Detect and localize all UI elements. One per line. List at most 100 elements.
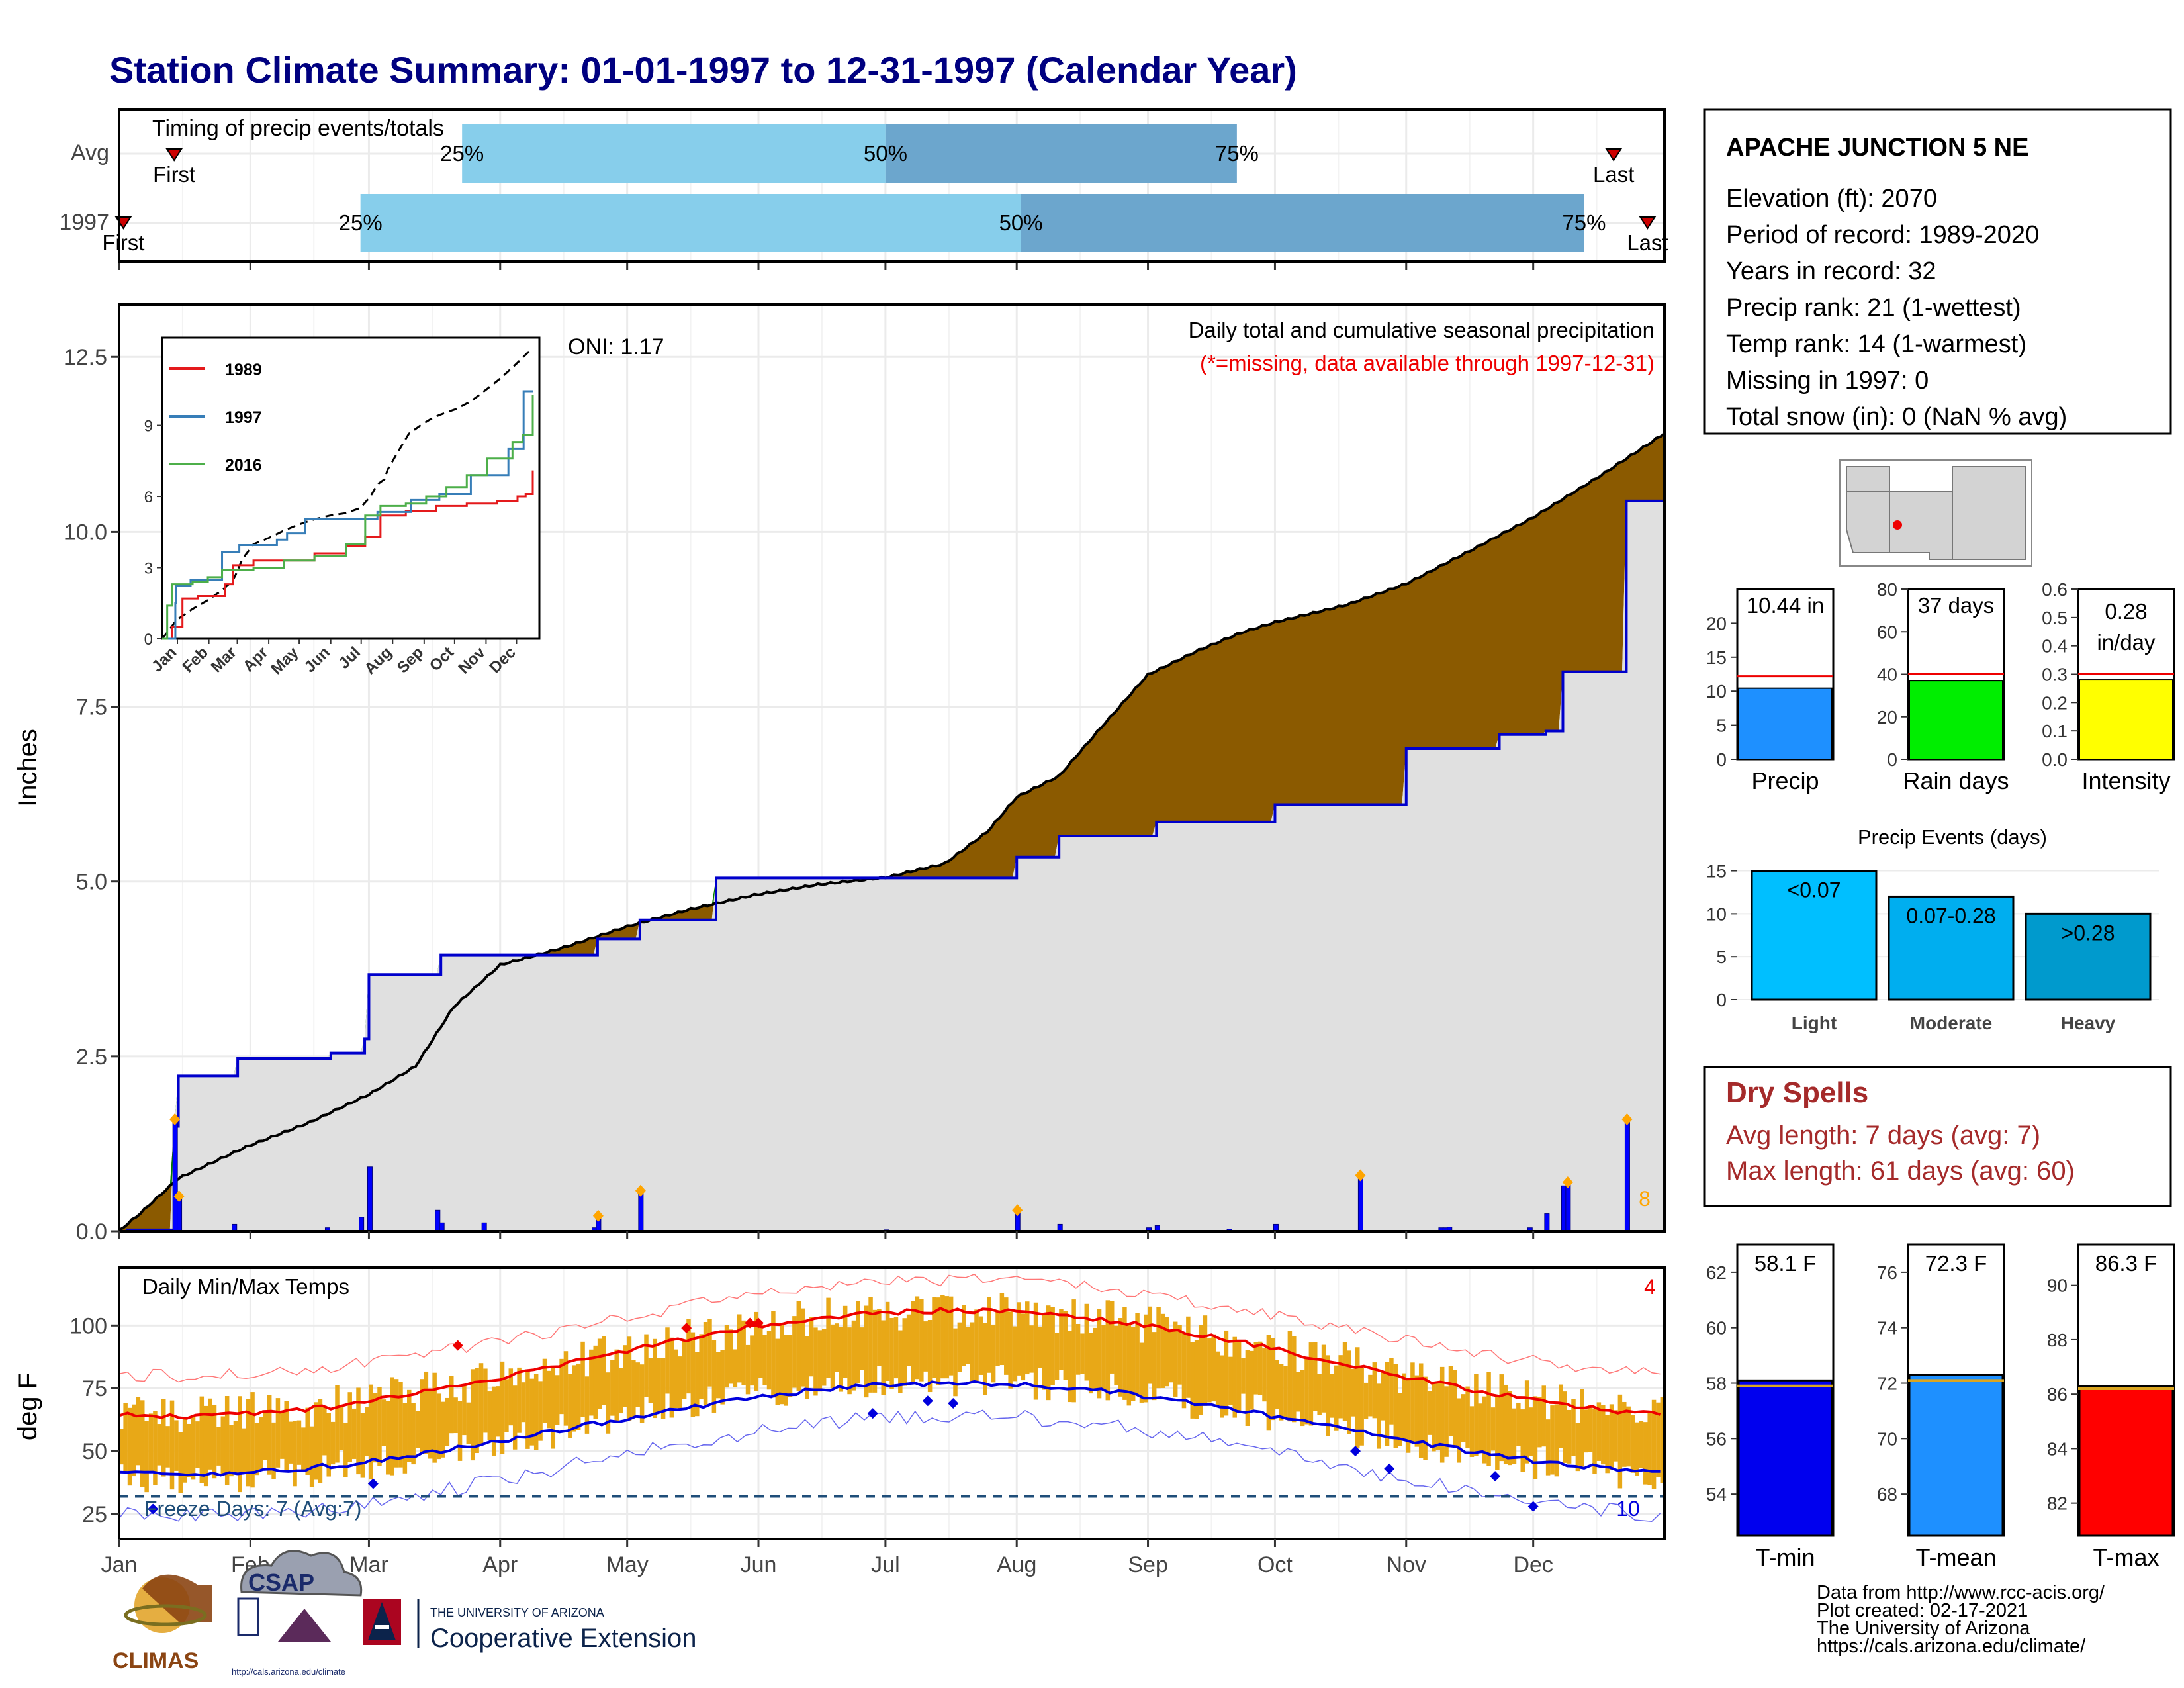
daily-temp-range [365, 1407, 369, 1457]
daily-temp-range [529, 1378, 535, 1446]
daily-temp-range [1537, 1397, 1542, 1448]
events-bar-text: 0.07-0.28 [1906, 904, 1995, 927]
record-low-marker [367, 1478, 379, 1489]
daily-precip-bar [1565, 1182, 1571, 1232]
daily-temp-range [1169, 1331, 1174, 1383]
daily-temp-range [174, 1420, 179, 1471]
daily-temp-range [1626, 1406, 1631, 1467]
daily-temp-range [263, 1411, 268, 1460]
daily-temp-range [944, 1296, 949, 1379]
daily-temp-range [860, 1327, 865, 1370]
temp-gauge-value-bar [2078, 1385, 2174, 1537]
daily-temp-range [487, 1391, 492, 1440]
daily-temp-range [1342, 1342, 1347, 1421]
daily-temp-range [1457, 1398, 1462, 1463]
daily-temp-range [1042, 1313, 1047, 1390]
daily-temp-range [1296, 1372, 1300, 1412]
daily-temp-range [669, 1337, 674, 1418]
gauge-y-tick: 80 [1877, 579, 1897, 600]
gauge-value-text: 37 days [1918, 593, 1995, 618]
daily-temp-range [1012, 1326, 1017, 1382]
daily-temp-range [1317, 1374, 1322, 1415]
precip-y-tick: 7.5 [76, 695, 107, 720]
daily-temp-range [242, 1428, 247, 1472]
temp-gauge-label: T-max [2093, 1544, 2159, 1571]
daily-temp-range [1453, 1370, 1457, 1448]
daily-temp-range [813, 1327, 818, 1396]
daily-temp-range [165, 1426, 170, 1468]
timing-label: Timing of precip events/totals [152, 116, 444, 141]
daily-temp-range [1524, 1380, 1529, 1464]
daily-temp-range [1220, 1355, 1224, 1418]
daily-precip-bar [1624, 1119, 1630, 1232]
daily-temp-range [716, 1352, 721, 1399]
daily-temp-range [1093, 1327, 1097, 1389]
daily-temp-range [1033, 1302, 1038, 1400]
daily-temp-range [1330, 1374, 1335, 1418]
gauge-y-tick: 20 [1706, 613, 1727, 633]
daily-temp-range [957, 1322, 962, 1372]
daily-temp-range [470, 1369, 475, 1461]
daily-temp-range [1545, 1419, 1551, 1476]
daily-temp-range [1495, 1395, 1500, 1470]
daily-temp-range [597, 1338, 602, 1409]
station-detail-line: Period of record: 1989-2020 [1726, 221, 2039, 249]
daily-temp-range [1283, 1366, 1288, 1418]
daily-temp-range [1584, 1409, 1588, 1453]
daily-temp-range [606, 1372, 611, 1434]
gauge-value-unit: in/day [2097, 630, 2156, 655]
month-tick-label: Nov [1387, 1552, 1426, 1577]
daily-temp-range [1021, 1313, 1026, 1381]
daily-temp-range [639, 1364, 645, 1423]
daily-temp-range [1503, 1384, 1508, 1464]
daily-temp-range [1376, 1383, 1381, 1449]
daily-temp-range [1080, 1333, 1085, 1374]
daily-temp-range [335, 1385, 340, 1463]
station-location-marker [1893, 520, 1902, 530]
daily-temp-range [729, 1329, 733, 1384]
daily-temp-range [660, 1358, 666, 1419]
daily-temp-range [402, 1403, 408, 1474]
record-high-marker [681, 1323, 692, 1334]
events-category-label: Light [1792, 1013, 1837, 1033]
daily-temp-range [1402, 1373, 1406, 1440]
daily-temp-range [932, 1297, 936, 1378]
daily-temp-range [906, 1314, 911, 1366]
precip-cumulative-area [118, 432, 1666, 1233]
daily-temp-range [919, 1299, 924, 1382]
temp-gauge-value-text: 72.3 F [1925, 1251, 1987, 1276]
daily-temp-range [733, 1349, 738, 1387]
daily-temp-range [1253, 1342, 1258, 1395]
daily-temp-range [1508, 1391, 1512, 1466]
daily-temp-range [1308, 1342, 1314, 1426]
temp-gauge-y-tick: 74 [1877, 1318, 1897, 1338]
daily-temp-range [623, 1345, 627, 1407]
station-detail-line: Total snow (in): 0 (NaN % avg) [1726, 403, 2067, 431]
daily-temp-range [1050, 1307, 1055, 1385]
events-bar-moderate [1888, 895, 2015, 1001]
daily-temp-range [1372, 1362, 1377, 1419]
daily-temp-range [1177, 1325, 1182, 1385]
station-box: APACHE JUNCTION 5 NE Elevation (ft): 207… [1703, 108, 2172, 435]
daily-temp-range [220, 1416, 226, 1476]
daily-temp-range [1173, 1321, 1178, 1397]
daily-temp-range [995, 1310, 1000, 1366]
daily-temp-range [1482, 1396, 1487, 1464]
dry-spells-max: Max length: 61 days (avg: 60) [1726, 1156, 2075, 1186]
daily-temp-range [280, 1412, 285, 1459]
daily-temp-range [618, 1368, 623, 1414]
daily-temp-range [1071, 1299, 1076, 1403]
temp-gauge-y-tick: 88 [2047, 1330, 2068, 1350]
events-bar-text: >0.28 [2062, 921, 2115, 945]
month-tick-label: Jan [101, 1552, 138, 1577]
daily-temp-range [948, 1296, 954, 1376]
daily-temp-range [309, 1426, 314, 1487]
events-bar-heavy [2025, 912, 2152, 1001]
gauge-value-text: 0.28 [2105, 599, 2147, 624]
daily-temp-range [711, 1340, 717, 1413]
daily-temp-range [1105, 1300, 1111, 1401]
credit-line-4: https://cals.arizona.edu/climate/ [1817, 1636, 2086, 1657]
daily-temp-range [445, 1397, 450, 1446]
daily-temp-range [1275, 1360, 1279, 1409]
daily-temp-range [466, 1402, 471, 1444]
